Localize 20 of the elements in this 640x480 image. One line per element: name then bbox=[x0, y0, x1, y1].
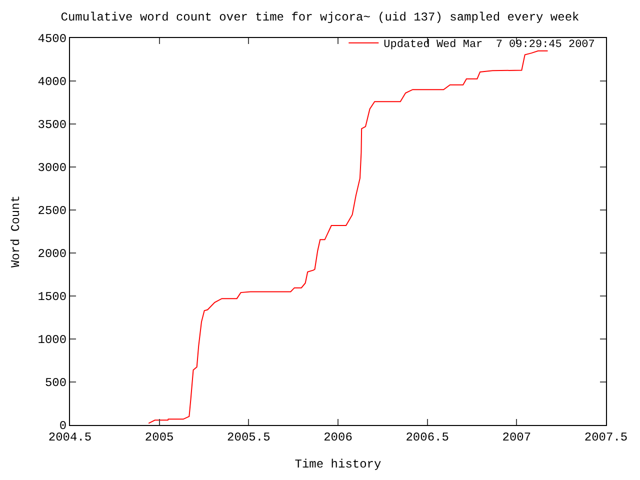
y-tick-label: 2000 bbox=[38, 247, 67, 262]
y-tick-label: 1500 bbox=[38, 290, 67, 304]
x-tick-label: 2005 bbox=[144, 430, 174, 444]
x-axis-title: Time history bbox=[294, 457, 382, 472]
x-tick-label: 2007.5 bbox=[584, 430, 628, 444]
chart-title: Cumulative word count over time for wjcora~ (uid 137) sampled every week bbox=[60, 10, 580, 24]
x-tick-label: 2006.5 bbox=[406, 430, 449, 444]
legend-label: Updated Wed Mar 7 09:29:45 2007 bbox=[384, 39, 595, 52]
y-tick-label: 4500 bbox=[38, 32, 67, 46]
y-tick-label: 3000 bbox=[38, 161, 67, 176]
y-tick-label: 500 bbox=[44, 376, 67, 390]
y-tick-label: 4000 bbox=[38, 75, 67, 90]
x-tick-label: 2005.5 bbox=[227, 430, 270, 444]
x-tick-label: 2007 bbox=[502, 430, 532, 444]
y-axis-title: Word Count bbox=[9, 195, 24, 268]
x-tick-label: 2006 bbox=[324, 430, 352, 444]
y-tick-label: 3500 bbox=[38, 118, 67, 132]
line-series bbox=[148, 50, 548, 424]
y-tick-label: 2500 bbox=[38, 204, 67, 218]
y-tick-label: 1000 bbox=[38, 333, 67, 348]
